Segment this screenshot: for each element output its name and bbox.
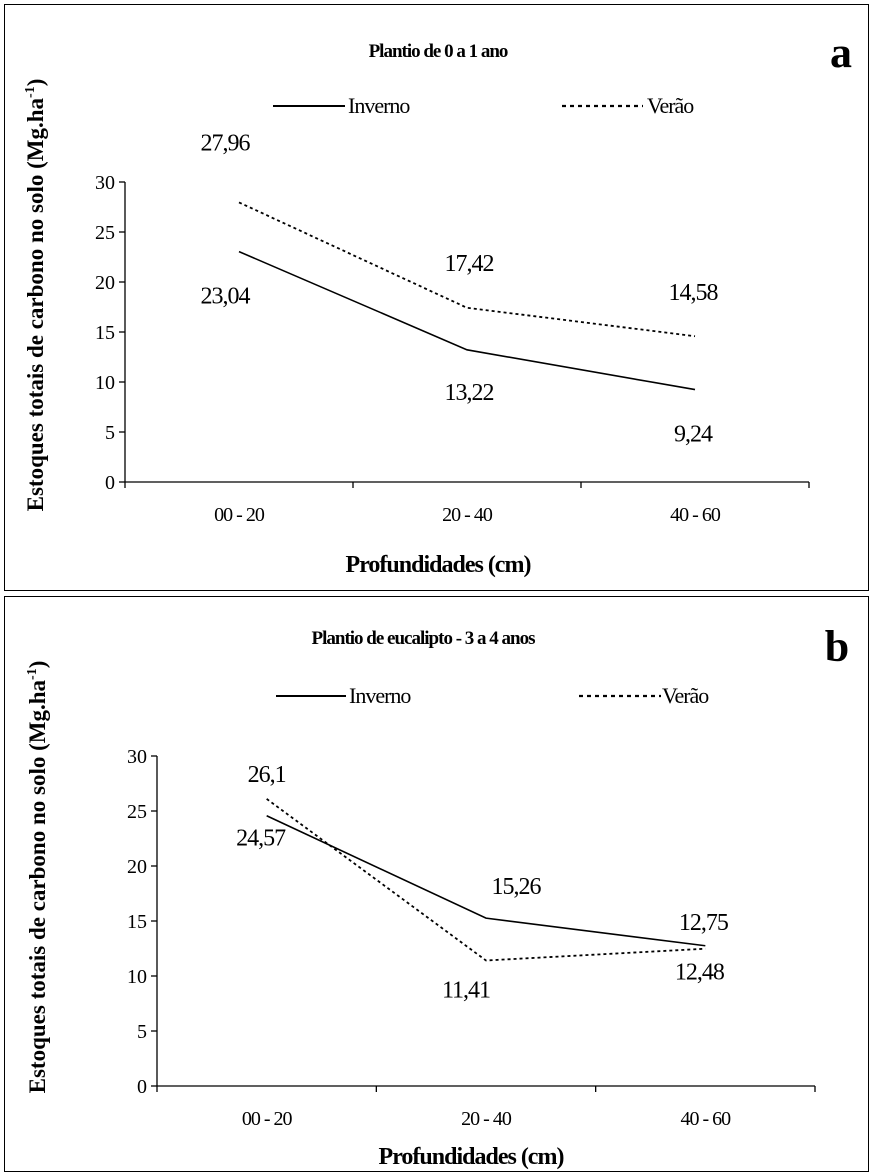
x-tick-label: 00 - 20 [214,504,265,526]
chart-b-svg: Plantio de eucalipto - 3 a 4 anos b Invern… [25,622,849,1170]
y-tick-label: 20 [95,272,115,294]
legend-label: Verão [647,93,694,118]
legend-label: Verão [662,683,709,708]
chart-title: Plantio de 0 a 1 ano [369,41,508,62]
y-tick-label: 10 [127,966,147,988]
y-axis-label-superscript: -1 [25,668,40,680]
panel-letter: a [830,28,852,77]
data-label: 15,26 [492,874,542,900]
data-label: 12,75 [679,910,729,936]
series-line-inverno [238,250,696,391]
legend-label: Inverno [348,93,410,118]
y-tick-label: 30 [95,172,115,194]
chart-a-svg: Plantio de 0 a 1 ano a Inverno Verão 0 5 10 15 2… [23,28,852,578]
y-tick-label: 5 [105,422,115,444]
x-tick-label: 40 - 60 [670,504,721,526]
y-tick-label: 25 [127,801,147,823]
chart-title: Plantio de eucalipto - 3 a 4 anos [312,628,536,649]
y-axis-label-superscript: -1 [23,86,38,98]
y-tick-label: 0 [137,1076,147,1098]
y-tick-label: 25 [95,222,115,244]
y-tick-label: 30 [127,746,147,768]
y-tick-label: 20 [127,856,147,878]
legend-label: Inverno [349,683,411,708]
chart-panel-b: Plantio de eucalipto - 3 a 4 anos b Invern… [4,596,869,1172]
x-axis-label: Profundidades (cm) [346,552,531,578]
data-label: 11,41 [442,977,490,1003]
y-axis-label: Estoques totais de carbono no solo (Mg.h… [25,661,50,1094]
y-axis-label-close: ) [23,79,48,87]
y-tick-label: 15 [95,322,115,344]
data-label: 13,22 [445,380,494,406]
series-line-inverno [266,815,706,947]
data-label: 17,42 [445,251,494,277]
series-line-verao [266,798,706,962]
y-tick-label: 15 [127,911,147,933]
panel-letter: b [825,622,849,671]
data-label: 27,96 [201,130,251,156]
y-tick-label: 5 [137,1021,147,1043]
y-axis-label-close: ) [25,661,50,669]
data-label: 24,57 [236,826,286,852]
x-tick-label: 00 - 20 [242,1108,293,1130]
x-tick-label: 20 - 40 [442,504,493,526]
data-label: 12,48 [675,960,725,986]
y-tick-label: 0 [105,472,115,494]
chart-panel-a: Plantio de 0 a 1 ano a Inverno Verão 0 5 10 15 2… [4,4,869,591]
x-axis-label: Profundidades (cm) [379,1144,564,1170]
x-tick-label: 40 - 60 [680,1108,731,1130]
y-tick-label: 10 [95,372,115,394]
y-axis-label-main: Estoques totais de carbono no solo (Mg.h… [23,97,48,511]
data-label: 23,04 [201,284,251,310]
data-label: 14,58 [669,280,719,306]
y-axis-label: Estoques totais de carbono no solo (Mg.h… [23,79,48,512]
x-tick-label: 20 - 40 [461,1108,512,1130]
data-label: 9,24 [674,422,713,448]
y-axis-label-main: Estoques totais de carbono no solo (Mg.h… [25,679,50,1093]
data-label: 26,1 [248,762,286,788]
series-line-verao [238,201,696,338]
